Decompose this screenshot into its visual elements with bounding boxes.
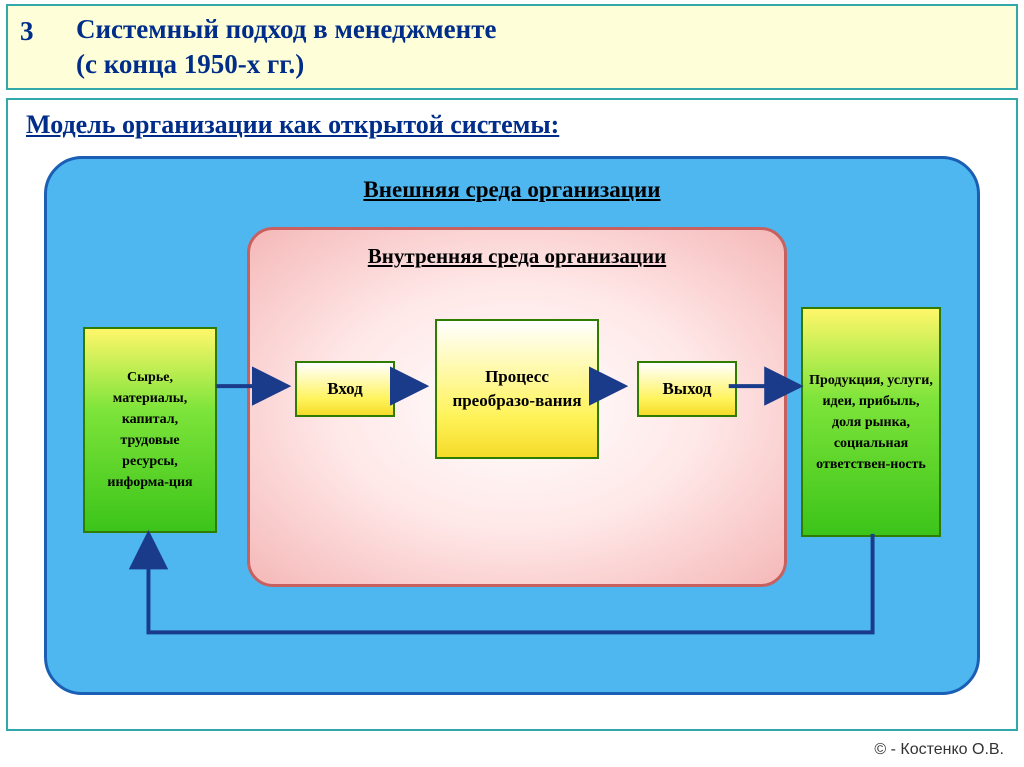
outputs-results-block: Продукция, услуги, идеи, прибыль, доля р… [801, 307, 941, 537]
output-block: Выход [637, 361, 737, 417]
title-line-1: Системный подход в менеджменте [76, 14, 496, 44]
title-line-2: (с конца 1950-х гг.) [76, 49, 304, 79]
external-env-label: Внешняя среда организации [47, 177, 977, 203]
inputs-resources-block: Сырье, материалы, капитал, трудовые ресу… [83, 327, 217, 533]
main-panel: Модель организации как открытой системы:… [6, 98, 1018, 731]
internal-env-label: Внутренняя среда организации [250, 244, 784, 269]
copyright-footer: © - Костенко О.В. [874, 741, 1004, 759]
process-block: Процесс преобразо-вания [435, 319, 599, 459]
title-panel: 3 Системный подход в менеджменте (с конц… [6, 4, 1018, 90]
input-block: Вход [295, 361, 395, 417]
section-number: 3 [20, 14, 76, 47]
subtitle: Модель организации как открытой системы: [8, 100, 1016, 144]
title-text: Системный подход в менеджменте (с конца … [76, 12, 496, 82]
external-environment: Внешняя среда организации Внутренняя сре… [44, 156, 980, 695]
